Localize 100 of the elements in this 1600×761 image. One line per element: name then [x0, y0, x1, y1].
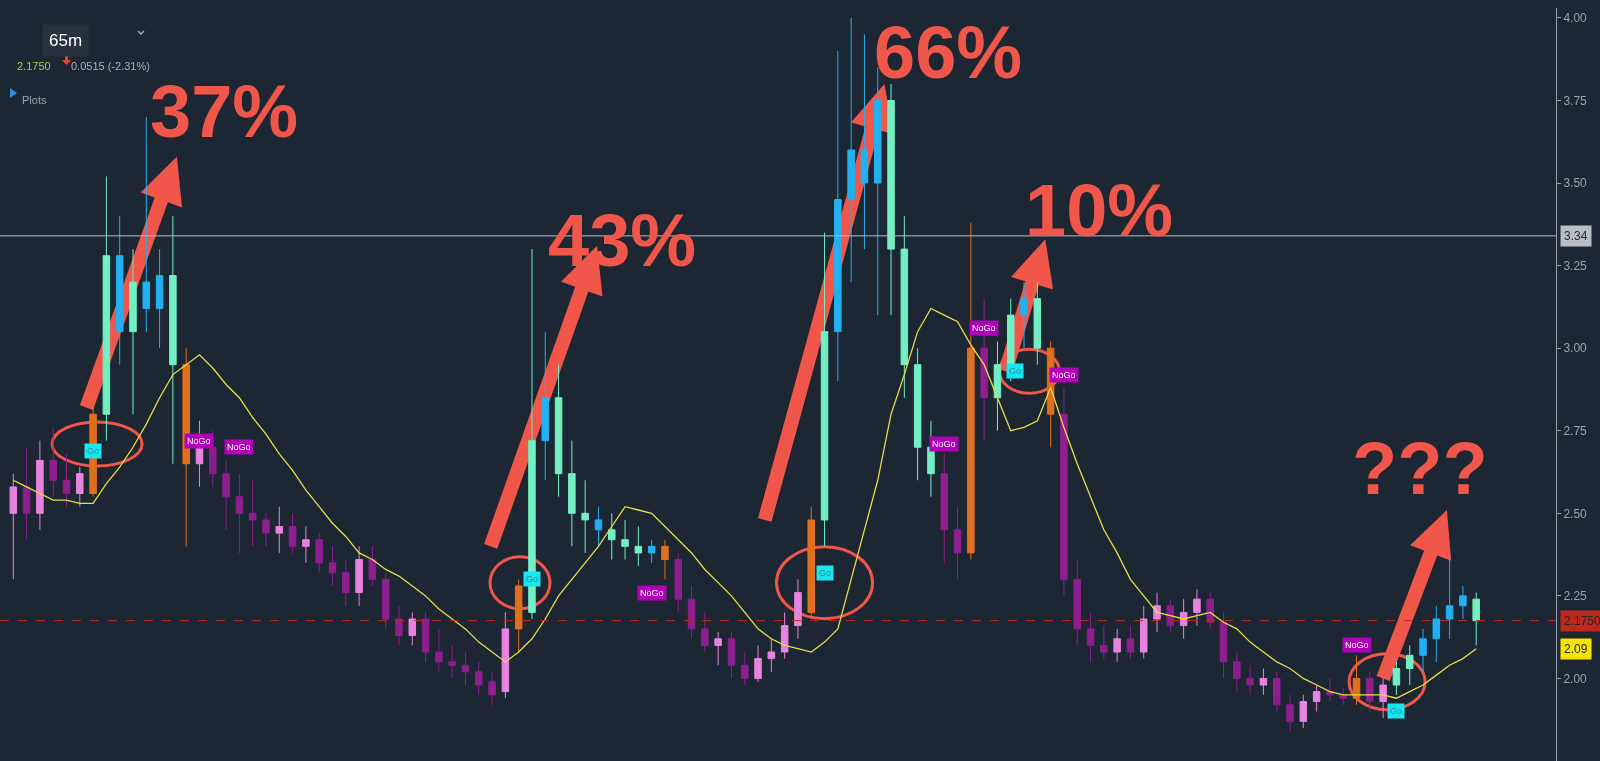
- annotation: Go: [1009, 366, 1022, 376]
- candlestick: [1379, 677, 1387, 719]
- candlestick: [461, 651, 470, 686]
- annotation: NoGo: [972, 323, 996, 333]
- candlestick: [22, 446, 31, 541]
- candlestick: [1472, 592, 1480, 646]
- candlestick: [62, 453, 71, 508]
- candlestick: [328, 545, 337, 587]
- candlestick: [1339, 687, 1347, 706]
- candlestick: [661, 539, 669, 580]
- candlestick: [767, 638, 776, 673]
- candlestick: [647, 539, 656, 564]
- candlestick: [501, 611, 510, 699]
- candlestick: [953, 506, 962, 580]
- candlestick: [780, 611, 789, 660]
- candlestick: [1073, 559, 1081, 646]
- candlestick: [1259, 668, 1268, 696]
- annotation: 10%: [1025, 169, 1174, 252]
- candlestick: [1352, 654, 1361, 706]
- y-tick-label: 3.00: [1563, 341, 1588, 356]
- candlestick: [1060, 387, 1068, 597]
- annotation: NoGo: [640, 588, 664, 598]
- candlestick: [315, 532, 323, 574]
- candlestick: [834, 50, 842, 382]
- candlestick: [1246, 664, 1254, 696]
- candlestick: [1100, 625, 1108, 660]
- candlestick: [594, 506, 603, 547]
- y-tick-label: 2.75: [1563, 423, 1588, 438]
- candlestick: [129, 248, 137, 415]
- text: 2.09: [1564, 642, 1588, 656]
- candlestick: [142, 116, 151, 333]
- candlestick: [222, 459, 230, 531]
- candlestick: [581, 479, 589, 554]
- candlestick: [355, 545, 363, 607]
- annotation: Go: [526, 574, 539, 584]
- candlestick: [36, 440, 44, 531]
- candlestick: [1219, 611, 1228, 679]
- candlestick: [687, 585, 696, 640]
- ref-line-label: 2.1750: [1564, 614, 1600, 628]
- candlestick: [262, 512, 270, 547]
- candlestick: [1272, 671, 1281, 712]
- candlestick: [1445, 552, 1454, 640]
- candlestick: [435, 628, 443, 673]
- annotation: Go: [87, 446, 100, 456]
- candlestick: [1126, 625, 1135, 660]
- candlestick: [1366, 671, 1374, 712]
- candlestick: [421, 611, 430, 663]
- candlestick: [102, 175, 111, 442]
- candlestick: [248, 479, 257, 547]
- candlestick: [674, 552, 683, 613]
- candlestick: [1086, 611, 1095, 663]
- y-tick-label: 2.00: [1563, 671, 1588, 686]
- candlestick: [634, 526, 643, 567]
- candlestick: [1459, 585, 1467, 620]
- candlestick: [754, 644, 762, 683]
- annotation: 65m: [49, 31, 83, 50]
- candlestick: [1233, 651, 1241, 693]
- candlestick: [860, 33, 869, 250]
- candlestick: [1405, 644, 1414, 686]
- ref-line-label: 3.34: [1564, 229, 1588, 243]
- annotation: 66%: [874, 11, 1023, 94]
- y-tick-label: 2.50: [1563, 506, 1588, 521]
- candlestick: [302, 526, 310, 564]
- candlestick: [727, 631, 736, 679]
- y-tick-label: 4.00: [1563, 11, 1588, 26]
- y-tick-label: 2.25: [1563, 589, 1588, 604]
- candlestick: [408, 611, 417, 646]
- annotation: 43%: [548, 199, 697, 282]
- candlestick: [514, 578, 523, 653]
- candlestick: [913, 347, 922, 481]
- candlestick: [169, 215, 177, 465]
- candlestick: [368, 545, 377, 587]
- candlestick: [1033, 281, 1042, 366]
- candlestick: [235, 473, 244, 554]
- candlestick: [342, 559, 350, 607]
- candlestick: [1312, 684, 1321, 712]
- candlestick: [621, 519, 629, 561]
- candlestick: [608, 512, 616, 561]
- candlestick: [900, 215, 909, 399]
- candlestick: [76, 466, 84, 508]
- annotation: NoGo: [187, 436, 211, 446]
- candlestick: [49, 426, 57, 498]
- candlestick: [448, 644, 456, 679]
- candlestick: [528, 248, 536, 620]
- annotation: Go: [819, 568, 832, 578]
- candlestick: [1326, 677, 1334, 703]
- candlestick: [1392, 661, 1401, 696]
- candlestick: [1432, 605, 1441, 663]
- candlestick: [9, 473, 18, 580]
- candlestick: [820, 232, 829, 547]
- candlestick: [1206, 592, 1214, 630]
- annotation: 0.0515 (-2.31%): [71, 60, 150, 72]
- candlestick: [740, 651, 749, 686]
- annotation: 37%: [150, 70, 299, 153]
- candlestick: [1166, 598, 1175, 633]
- candlestick: [288, 512, 297, 554]
- candlestick: [1179, 598, 1188, 640]
- candlestick: [714, 631, 722, 666]
- candlestick: [155, 248, 164, 349]
- candlestick: [1153, 592, 1161, 633]
